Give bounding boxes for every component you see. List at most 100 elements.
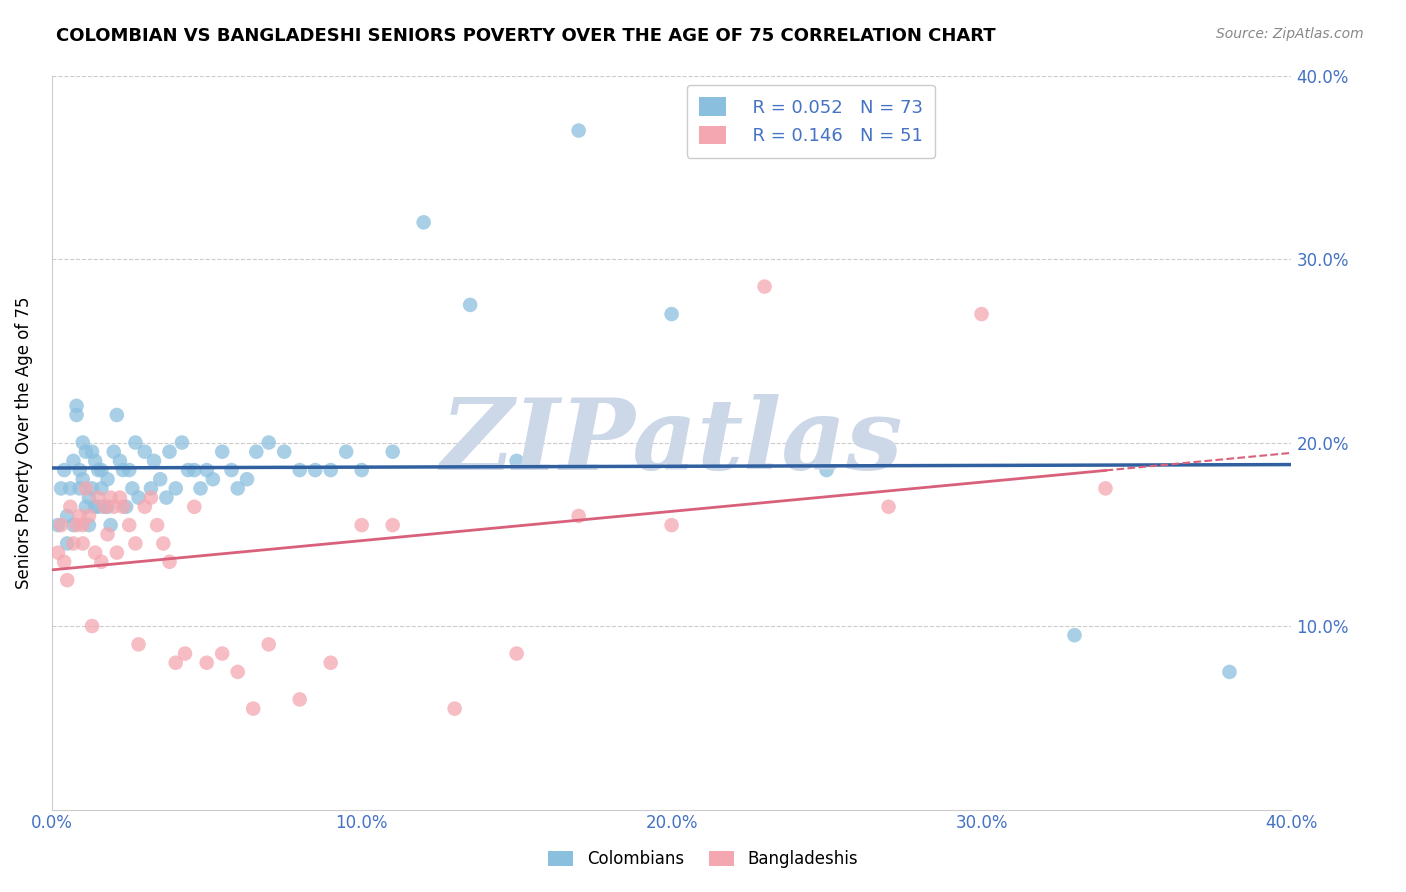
Point bbox=[105, 546, 128, 560]
Point bbox=[96, 500, 118, 514]
Point bbox=[143, 454, 166, 468]
Point bbox=[458, 298, 481, 312]
Point bbox=[211, 444, 233, 458]
Point bbox=[1094, 482, 1116, 496]
Point bbox=[195, 656, 218, 670]
Point bbox=[56, 573, 79, 587]
Point bbox=[59, 500, 82, 514]
Point bbox=[661, 307, 683, 321]
Point bbox=[1063, 628, 1085, 642]
Point bbox=[134, 444, 156, 458]
Point bbox=[49, 482, 72, 496]
Point bbox=[69, 463, 91, 477]
Point bbox=[245, 444, 267, 458]
Point bbox=[84, 454, 107, 468]
Point bbox=[877, 500, 900, 514]
Point bbox=[93, 500, 115, 514]
Point bbox=[80, 444, 103, 458]
Point bbox=[72, 435, 94, 450]
Point bbox=[257, 435, 280, 450]
Point bbox=[69, 508, 91, 523]
Text: ZIPatlas: ZIPatlas bbox=[440, 394, 903, 491]
Point bbox=[90, 482, 112, 496]
Point bbox=[174, 647, 197, 661]
Point bbox=[62, 518, 84, 533]
Point bbox=[236, 472, 259, 486]
Point bbox=[80, 619, 103, 633]
Point bbox=[90, 463, 112, 477]
Text: Source: ZipAtlas.com: Source: ZipAtlas.com bbox=[1216, 27, 1364, 41]
Point bbox=[381, 444, 404, 458]
Point bbox=[75, 444, 97, 458]
Point bbox=[221, 463, 243, 477]
Point bbox=[159, 444, 181, 458]
Point bbox=[319, 463, 342, 477]
Point bbox=[165, 656, 187, 670]
Point bbox=[183, 463, 205, 477]
Point bbox=[49, 518, 72, 533]
Point bbox=[211, 647, 233, 661]
Point bbox=[77, 491, 100, 505]
Point bbox=[350, 518, 373, 533]
Point bbox=[46, 518, 69, 533]
Point bbox=[93, 500, 115, 514]
Legend:   R = 0.052   N = 73,   R = 0.146   N = 51: R = 0.052 N = 73, R = 0.146 N = 51 bbox=[686, 85, 935, 158]
Point bbox=[443, 701, 465, 715]
Point bbox=[381, 518, 404, 533]
Point bbox=[65, 408, 87, 422]
Point bbox=[134, 500, 156, 514]
Point bbox=[139, 491, 162, 505]
Point bbox=[177, 463, 200, 477]
Point bbox=[103, 500, 125, 514]
Point bbox=[128, 637, 150, 651]
Point bbox=[288, 463, 311, 477]
Point bbox=[149, 472, 172, 486]
Point bbox=[152, 536, 174, 550]
Point bbox=[165, 482, 187, 496]
Point bbox=[201, 472, 224, 486]
Point bbox=[96, 472, 118, 486]
Point bbox=[46, 546, 69, 560]
Point bbox=[69, 482, 91, 496]
Point bbox=[568, 508, 591, 523]
Point bbox=[568, 123, 591, 137]
Point bbox=[87, 463, 110, 477]
Point bbox=[242, 701, 264, 715]
Point bbox=[53, 463, 76, 477]
Point bbox=[80, 482, 103, 496]
Point bbox=[105, 408, 128, 422]
Point bbox=[108, 454, 131, 468]
Point bbox=[412, 215, 434, 229]
Legend: Colombians, Bangladeshis: Colombians, Bangladeshis bbox=[541, 844, 865, 875]
Point bbox=[754, 279, 776, 293]
Point bbox=[304, 463, 326, 477]
Point bbox=[815, 463, 838, 477]
Point bbox=[505, 454, 527, 468]
Point bbox=[84, 500, 107, 514]
Point bbox=[112, 500, 135, 514]
Point bbox=[350, 463, 373, 477]
Point bbox=[103, 444, 125, 458]
Point bbox=[72, 536, 94, 550]
Point bbox=[72, 518, 94, 533]
Point bbox=[257, 637, 280, 651]
Point bbox=[96, 527, 118, 541]
Point bbox=[273, 444, 295, 458]
Point bbox=[128, 491, 150, 505]
Point bbox=[170, 435, 193, 450]
Point bbox=[118, 518, 141, 533]
Point bbox=[84, 546, 107, 560]
Point bbox=[139, 482, 162, 496]
Point bbox=[90, 555, 112, 569]
Point bbox=[183, 500, 205, 514]
Point bbox=[505, 647, 527, 661]
Point bbox=[121, 482, 143, 496]
Text: COLOMBIAN VS BANGLADESHI SENIORS POVERTY OVER THE AGE OF 75 CORRELATION CHART: COLOMBIAN VS BANGLADESHI SENIORS POVERTY… bbox=[56, 27, 995, 45]
Point bbox=[62, 454, 84, 468]
Point bbox=[115, 500, 138, 514]
Point bbox=[288, 692, 311, 706]
Point bbox=[59, 482, 82, 496]
Point bbox=[75, 482, 97, 496]
Point bbox=[87, 491, 110, 505]
Point bbox=[77, 508, 100, 523]
